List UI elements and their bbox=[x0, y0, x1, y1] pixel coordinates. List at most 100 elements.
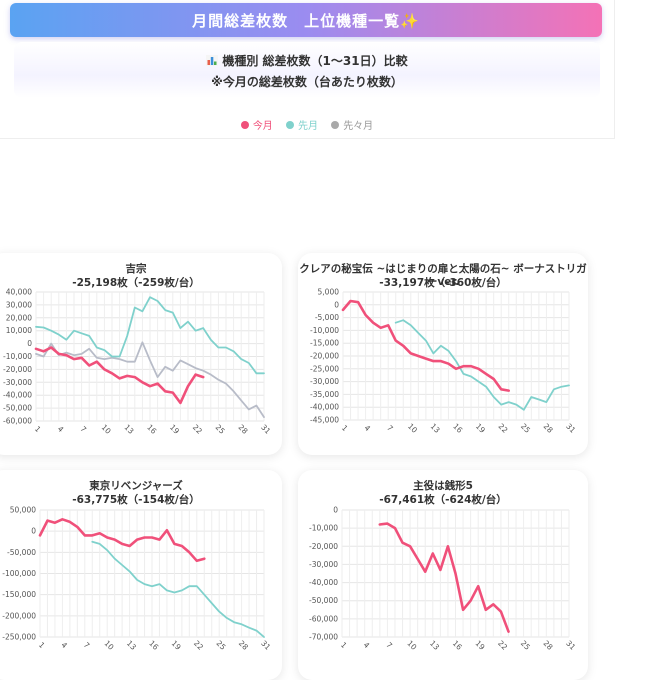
x-tick-label: 4 bbox=[59, 640, 69, 650]
x-tick-label: 13 bbox=[428, 639, 441, 652]
legend-dot-icon bbox=[331, 120, 340, 129]
y-tick-label: -70,000 bbox=[309, 633, 338, 642]
x-tick-label: 1 bbox=[37, 640, 47, 650]
x-tick-label: 19 bbox=[474, 422, 487, 435]
x-tick-label: 1 bbox=[33, 424, 43, 434]
x-tick-label: 28 bbox=[236, 423, 249, 436]
y-tick-label: -100,000 bbox=[2, 569, 36, 578]
y-tick-label: 0 bbox=[334, 300, 339, 309]
y-tick-label: -40,000 bbox=[310, 403, 339, 412]
page-title: 月間総差枚数 上位機種一覧✨ bbox=[192, 11, 420, 30]
y-tick-label: -150,000 bbox=[2, 590, 36, 599]
y-tick-label: 50,000 bbox=[10, 506, 36, 515]
x-tick-label: 31 bbox=[564, 422, 577, 435]
chart-subtitle: -25,198枚（-259枚/台） bbox=[72, 277, 200, 289]
x-tick-label: 25 bbox=[519, 422, 532, 435]
x-tick-label: 7 bbox=[82, 640, 92, 650]
legend-item-last-month[interactable]: 先月 bbox=[286, 117, 318, 132]
y-tick-label: -50,000 bbox=[3, 404, 32, 413]
y-tick-label: 30,000 bbox=[6, 300, 32, 309]
x-tick-label: 10 bbox=[405, 639, 418, 652]
line-chart: 50,000 0 -50,000 -100,000 -150,000 -200,000 -2… bbox=[2, 506, 272, 652]
x-tick-label: 22 bbox=[191, 423, 204, 436]
x-tick-label: 10 bbox=[100, 423, 113, 436]
y-tick-label: -5,000 bbox=[315, 313, 339, 322]
y-tick-label: -40,000 bbox=[309, 578, 338, 587]
y-tick-label: -35,000 bbox=[310, 390, 339, 399]
x-tick-label: 1 bbox=[339, 640, 349, 650]
legend-item-two-months-ago[interactable]: 先々月 bbox=[331, 117, 373, 132]
chart-card-tokyo-revengers: 東京リベンジャーズ -63,775枚（-154枚/台） 50,000 0 -50,0… bbox=[0, 470, 282, 680]
y-tick-label: 0 bbox=[27, 339, 32, 348]
y-tick-label: -20,000 bbox=[3, 365, 32, 374]
chart-subtitle: -33,197枚（-360枚/台） bbox=[379, 277, 507, 289]
x-tick-label: 31 bbox=[259, 423, 272, 436]
header-card: 月間総差枚数 上位機種一覧✨ 機種別 総差枚数（1〜31日）比較 ※今月の総差枚… bbox=[0, 0, 615, 139]
y-tick-label: 0 bbox=[333, 506, 338, 515]
y-tick-label: 5,000 bbox=[318, 288, 340, 297]
x-tick-label: 4 bbox=[362, 423, 372, 433]
x-tick-label: 22 bbox=[496, 422, 509, 435]
x-tick-label: 7 bbox=[78, 424, 88, 434]
x-tick-label: 25 bbox=[214, 423, 227, 436]
legend-dot-icon bbox=[240, 120, 249, 129]
y-tick-label: -20,000 bbox=[310, 352, 339, 361]
x-tick-label: 28 bbox=[237, 639, 250, 652]
bar-chart-icon bbox=[206, 55, 219, 66]
subtitle-line1: 機種別 総差枚数（1〜31日）比較 bbox=[222, 54, 408, 68]
x-tick-label: 28 bbox=[542, 422, 555, 435]
y-tick-label: -20,000 bbox=[309, 542, 338, 551]
legend-label: 今月 bbox=[252, 121, 273, 132]
x-tick-label: 22 bbox=[192, 639, 205, 652]
x-tick-label: 19 bbox=[473, 639, 486, 652]
legend-dot-icon bbox=[286, 120, 294, 129]
line-chart: 0 -10,000 -20,000 -30,000 -40,000 -50,000 -60,… bbox=[309, 506, 577, 652]
x-tick-label: 16 bbox=[451, 639, 464, 652]
x-tick-label: 25 bbox=[519, 639, 532, 652]
series-line bbox=[91, 540, 265, 638]
x-tick-label: 19 bbox=[168, 423, 181, 436]
chart-card-zenigata5: 主役は銭形5 -67,461枚（-624枚/台） 0 -10,000 -20,000… bbox=[298, 470, 588, 680]
y-tick-label: -60,000 bbox=[3, 417, 32, 426]
y-tick-label: -45,000 bbox=[310, 416, 339, 425]
series-line bbox=[341, 299, 510, 392]
chart-title: クレアの秘宝伝 ~はじまりの扉と太陽の石~ ボーナストリガーver. bbox=[299, 263, 587, 288]
y-tick-label: -50,000 bbox=[309, 596, 338, 605]
x-tick-label: 19 bbox=[170, 639, 183, 652]
y-tick-label: -15,000 bbox=[310, 339, 339, 348]
x-tick-label: 16 bbox=[145, 423, 158, 436]
legend: 今月 先月 先々月 bbox=[0, 117, 614, 132]
y-tick-label: 20,000 bbox=[6, 313, 32, 322]
y-tick-label: -25,000 bbox=[310, 364, 339, 373]
x-tick-label: 16 bbox=[451, 422, 464, 435]
legend-label: 先月 bbox=[298, 121, 318, 132]
subtitle-line1-wrap: 機種別 総差枚数（1〜31日）比較 bbox=[14, 52, 600, 69]
series-line bbox=[34, 346, 205, 405]
page-title-banner: 月間総差枚数 上位機種一覧✨ bbox=[10, 3, 602, 37]
x-tick-label: 4 bbox=[362, 640, 372, 650]
series-line bbox=[394, 319, 570, 411]
legend-item-this-month[interactable]: 今月 bbox=[240, 117, 273, 132]
legend-label: 先々月 bbox=[343, 121, 374, 132]
x-tick-label: 28 bbox=[542, 639, 555, 652]
subtitle-box: 機種別 総差枚数（1〜31日）比較 ※今月の総差枚数（台あたり枚数） bbox=[14, 42, 600, 98]
x-tick-label: 7 bbox=[384, 640, 394, 650]
chart-title: 吉宗 bbox=[125, 263, 147, 275]
line-chart: 40,000 30,000 20,000 10,000 0 -10,000 -20,000 -… bbox=[3, 288, 272, 436]
y-tick-label: -60,000 bbox=[309, 614, 338, 623]
series-line bbox=[35, 341, 265, 419]
x-tick-label: 16 bbox=[147, 639, 160, 652]
series-line bbox=[378, 522, 510, 633]
y-tick-label: -200,000 bbox=[2, 611, 36, 620]
subtitle-line2: ※今月の総差枚数（台あたり枚数） bbox=[211, 75, 403, 89]
x-tick-label: 31 bbox=[259, 639, 272, 652]
chart-subtitle: -63,775枚（-154枚/台） bbox=[72, 494, 200, 506]
x-tick-label: 1 bbox=[340, 423, 350, 433]
x-tick-label: 13 bbox=[122, 423, 135, 436]
y-tick-label: 0 bbox=[31, 527, 36, 536]
chart-title: 東京リベンジャーズ bbox=[89, 480, 183, 492]
chart-title: 主役は銭形5 bbox=[413, 480, 473, 492]
series-line bbox=[35, 296, 265, 375]
x-tick-label: 13 bbox=[125, 639, 138, 652]
x-tick-label: 4 bbox=[56, 424, 66, 434]
